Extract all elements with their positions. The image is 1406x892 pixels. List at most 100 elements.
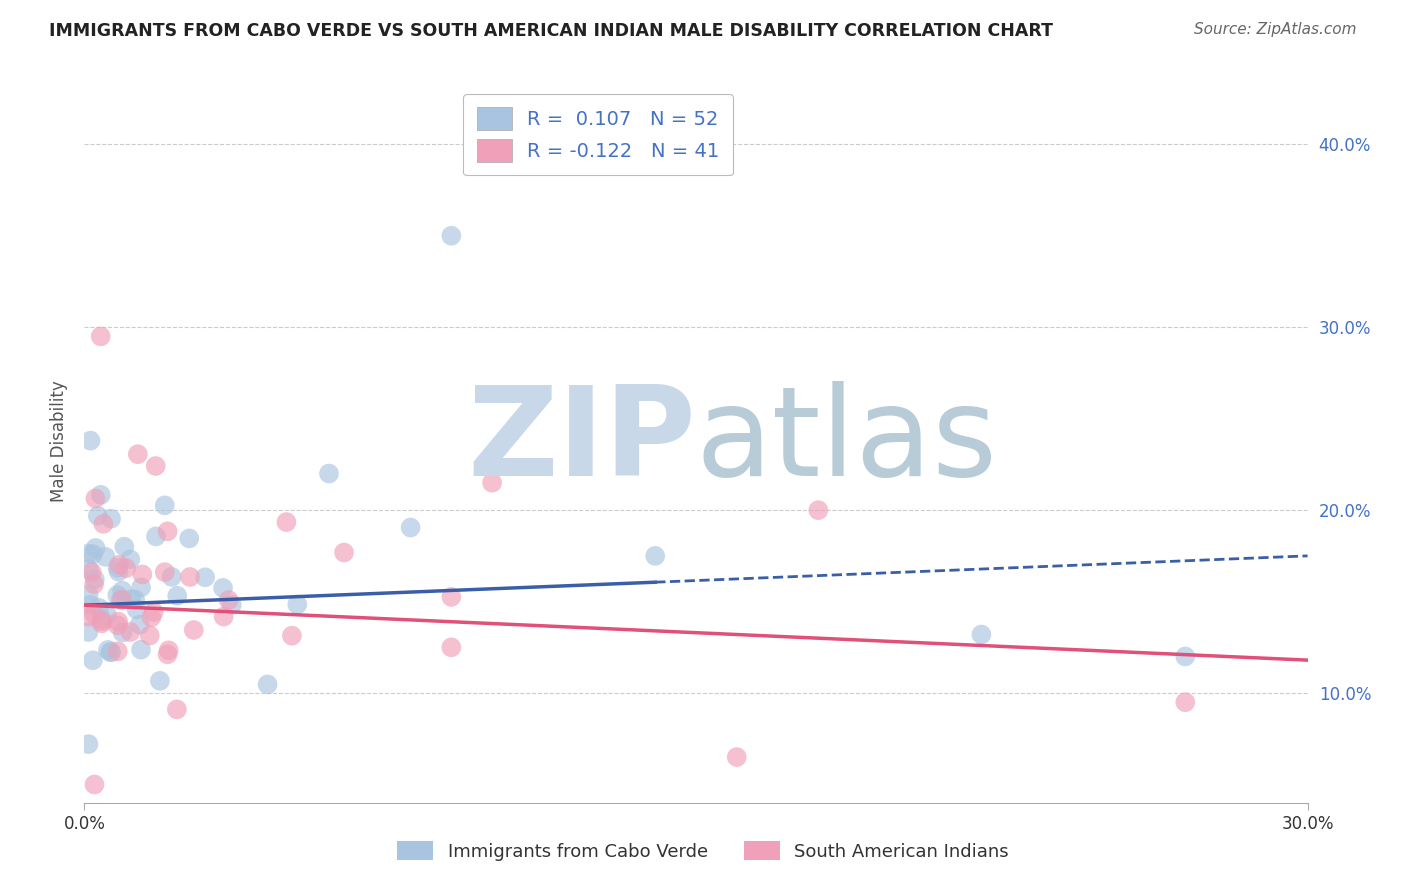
Point [131, 567, 153, 582]
Point [127, 447, 149, 461]
Point [1174, 695, 1197, 709]
Point [194, 570, 217, 584]
Point [166, 589, 188, 603]
Point [77, 547, 100, 561]
Point [276, 515, 298, 529]
Point [807, 503, 830, 517]
Point [160, 570, 183, 584]
Point [129, 581, 152, 595]
Point [77, 588, 100, 602]
Point [481, 475, 503, 490]
Point [82, 653, 104, 667]
Point [100, 645, 122, 659]
Point [157, 643, 180, 657]
Point [221, 598, 243, 612]
Point [112, 540, 135, 554]
Y-axis label: Male Disability: Male Disability [49, 381, 67, 502]
Point [105, 588, 128, 602]
Point [120, 592, 142, 607]
Point [1174, 649, 1197, 664]
Point [94, 549, 117, 564]
Point [440, 640, 463, 655]
Point [83, 573, 105, 587]
Point [84, 541, 107, 555]
Point [107, 565, 129, 579]
Point [87, 508, 110, 523]
Point [139, 628, 162, 642]
Text: atlas: atlas [696, 381, 998, 502]
Point [77, 562, 100, 576]
Point [212, 609, 235, 624]
Point [179, 570, 201, 584]
Legend: R =  0.107   N = 52, R = -0.122   N = 41: R = 0.107 N = 52, R = -0.122 N = 41 [463, 94, 733, 176]
Point [77, 624, 100, 639]
Point [79, 598, 101, 612]
Point [125, 602, 148, 616]
Point [93, 516, 115, 531]
Point [124, 592, 146, 607]
Point [107, 644, 129, 658]
Point [120, 625, 142, 640]
Point [644, 549, 666, 563]
Point [115, 561, 138, 575]
Text: IMMIGRANTS FROM CABO VERDE VS SOUTH AMERICAN INDIAN MALE DISABILITY CORRELATION : IMMIGRANTS FROM CABO VERDE VS SOUTH AMER… [49, 22, 1053, 40]
Point [96, 607, 118, 622]
Text: ZIP: ZIP [467, 381, 696, 502]
Point [79, 434, 101, 448]
Point [145, 458, 167, 473]
Point [90, 329, 112, 343]
Point [281, 629, 304, 643]
Point [183, 623, 205, 637]
Point [156, 648, 179, 662]
Point [970, 627, 993, 641]
Point [399, 520, 422, 534]
Point [107, 615, 129, 629]
Point [149, 673, 172, 688]
Point [166, 702, 188, 716]
Point [440, 228, 463, 243]
Point [145, 529, 167, 543]
Text: Source: ZipAtlas.com: Source: ZipAtlas.com [1194, 22, 1357, 37]
Point [129, 642, 152, 657]
Point [87, 600, 110, 615]
Point [77, 737, 100, 751]
Point [256, 677, 278, 691]
Point [83, 777, 105, 791]
Point [111, 592, 134, 607]
Point [107, 560, 129, 574]
Point [212, 581, 235, 595]
Point [80, 565, 103, 579]
Point [90, 488, 112, 502]
Point [108, 558, 131, 572]
Point [142, 605, 165, 619]
Point [333, 545, 356, 559]
Point [111, 583, 134, 598]
Point [141, 610, 163, 624]
Point [285, 598, 308, 612]
Point [83, 607, 105, 621]
Point [91, 614, 114, 628]
Point [725, 750, 748, 764]
Point [153, 498, 176, 512]
Point [120, 552, 142, 566]
Point [100, 645, 122, 659]
Point [156, 524, 179, 539]
Point [82, 547, 104, 561]
Point [440, 590, 463, 604]
Point [90, 612, 112, 626]
Point [83, 577, 105, 591]
Point [179, 532, 201, 546]
Point [318, 467, 340, 481]
Point [111, 625, 134, 640]
Point [77, 609, 100, 624]
Point [110, 593, 132, 607]
Point [107, 618, 129, 632]
Point [90, 616, 112, 631]
Point [97, 643, 120, 657]
Point [153, 565, 176, 579]
Point [128, 617, 150, 632]
Point [84, 491, 107, 506]
Point [100, 511, 122, 525]
Legend: Immigrants from Cabo Verde, South American Indians: Immigrants from Cabo Verde, South Americ… [388, 832, 1018, 870]
Point [218, 593, 240, 607]
